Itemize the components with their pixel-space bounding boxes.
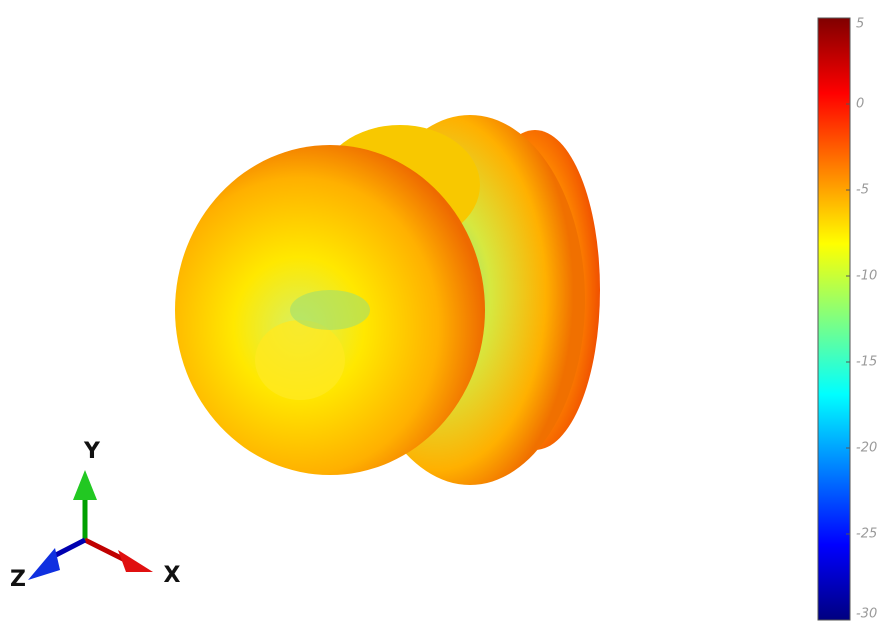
colorbar-tick-label: -20	[856, 441, 877, 456]
colorbar-tick-label: -25	[856, 527, 877, 542]
axis-label-z: Z	[10, 567, 26, 592]
axis-label-y: Y	[83, 439, 101, 464]
colorbar-tick-label: 0	[856, 97, 864, 112]
pattern-surface	[175, 115, 600, 485]
colorbar-tick-label: -15	[856, 355, 877, 370]
colorbar-tick-label: 5	[856, 17, 864, 32]
colorbar-tick-label: -10	[856, 269, 877, 284]
colorbar-tick-label: -5	[856, 183, 869, 198]
colorbar-tick-label: -30	[856, 607, 877, 622]
axis-label-x: X	[164, 563, 181, 588]
colorbar	[817, 17, 851, 621]
axis-triad: Y X Z	[10, 439, 180, 592]
